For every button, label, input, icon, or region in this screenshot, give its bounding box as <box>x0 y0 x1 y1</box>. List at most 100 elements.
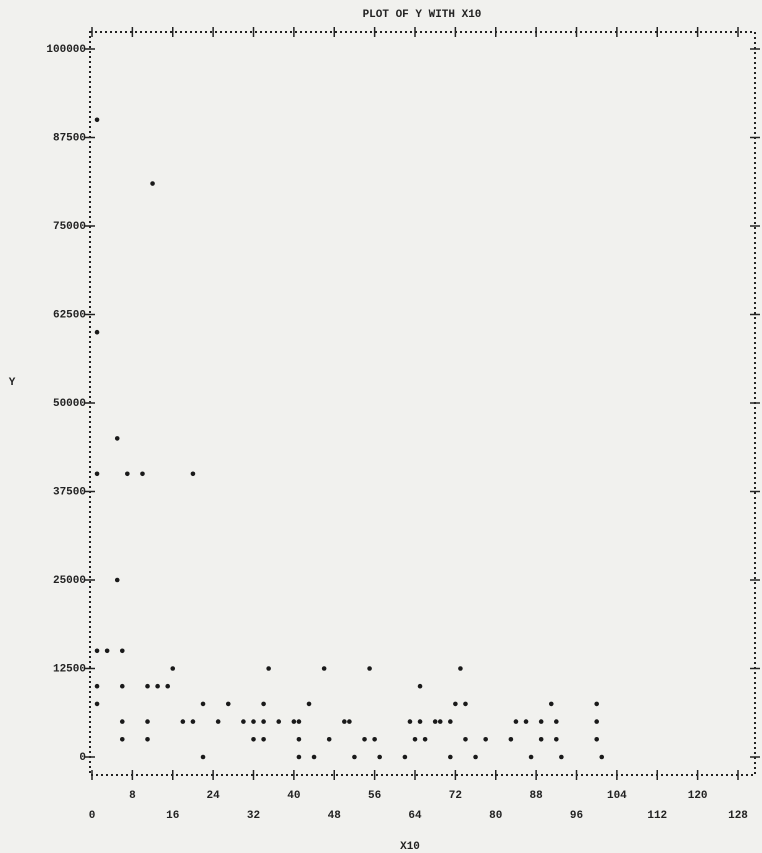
point <box>453 701 458 707</box>
point <box>119 648 125 654</box>
point <box>251 737 256 742</box>
point <box>291 719 297 724</box>
point <box>261 701 266 707</box>
x-tick-label: 72 <box>449 790 462 802</box>
point <box>473 754 478 760</box>
point <box>276 719 282 724</box>
point <box>362 737 367 742</box>
y-tick-label: 75000 <box>53 221 86 233</box>
point <box>347 719 352 724</box>
plot-frame <box>89 31 756 776</box>
point <box>321 666 327 671</box>
point <box>296 719 302 724</box>
point <box>412 737 418 742</box>
point <box>513 719 519 724</box>
point <box>417 719 423 724</box>
point <box>523 719 529 724</box>
point <box>119 719 125 724</box>
x-tick-label: 40 <box>287 790 300 802</box>
y-tick-label: 12500 <box>53 663 86 675</box>
point <box>594 737 599 742</box>
point <box>170 666 176 671</box>
point <box>437 719 443 724</box>
point <box>215 719 221 724</box>
point <box>508 737 514 742</box>
point <box>326 737 332 742</box>
point <box>104 648 110 654</box>
point <box>261 719 266 724</box>
point <box>448 754 453 760</box>
point <box>190 471 196 477</box>
point <box>538 719 544 724</box>
x-axis-label: X10 <box>400 841 420 853</box>
x-tick-label: 56 <box>368 790 381 802</box>
point <box>372 737 377 742</box>
point <box>94 329 100 335</box>
x-tick-label: 80 <box>489 810 502 822</box>
point <box>402 754 408 760</box>
point <box>190 719 196 724</box>
point <box>94 648 100 654</box>
point <box>200 754 206 760</box>
x-tick-label: 64 <box>408 810 422 822</box>
point <box>554 719 559 724</box>
point <box>119 683 125 689</box>
point <box>225 701 231 707</box>
point <box>538 737 544 742</box>
point <box>407 719 413 724</box>
point <box>119 737 125 742</box>
point <box>342 719 347 724</box>
y-tick-label: 100000 <box>46 44 86 56</box>
point <box>145 737 150 742</box>
y-tick-label: 37500 <box>53 486 86 498</box>
point <box>599 754 605 760</box>
point <box>94 683 100 689</box>
point <box>448 719 453 724</box>
point <box>352 754 357 760</box>
point <box>311 754 317 760</box>
point <box>422 737 428 742</box>
point <box>554 737 559 742</box>
point <box>432 719 438 724</box>
y-axis-label: Y <box>9 377 16 389</box>
point <box>463 701 468 707</box>
chart-title: PLOT OF Y WITH X10 <box>363 9 482 21</box>
point <box>251 719 256 724</box>
x-tick-label: 88 <box>530 790 544 802</box>
point <box>377 754 382 760</box>
x-tick-label: 96 <box>570 810 583 822</box>
x-tick-label: 24 <box>207 790 221 802</box>
x-tick-label: 128 <box>728 810 748 822</box>
point <box>150 181 155 186</box>
x-tick-label: 16 <box>166 810 179 822</box>
x-tick-label: 8 <box>129 790 136 802</box>
point <box>463 737 468 742</box>
point <box>594 701 599 707</box>
x-tick-label: 104 <box>607 790 627 802</box>
point <box>548 701 554 707</box>
point <box>241 719 246 724</box>
point <box>306 701 312 707</box>
x-tick-label: 32 <box>247 810 260 822</box>
point <box>165 683 171 689</box>
point <box>594 719 599 724</box>
point <box>94 117 100 123</box>
point <box>458 666 463 671</box>
y-tick-label: 87500 <box>53 132 86 144</box>
point <box>140 471 145 477</box>
point <box>125 471 130 477</box>
x-tick-label: 120 <box>688 790 708 802</box>
x-tick-label: 0 <box>89 810 96 822</box>
point <box>94 701 100 707</box>
point <box>155 683 160 689</box>
point <box>528 754 534 760</box>
y-tick-label: 0 <box>79 752 86 764</box>
point <box>296 754 302 760</box>
point <box>483 737 488 742</box>
point <box>296 737 302 742</box>
point <box>417 683 423 689</box>
point <box>266 666 271 671</box>
y-tick-label: 25000 <box>53 575 86 587</box>
